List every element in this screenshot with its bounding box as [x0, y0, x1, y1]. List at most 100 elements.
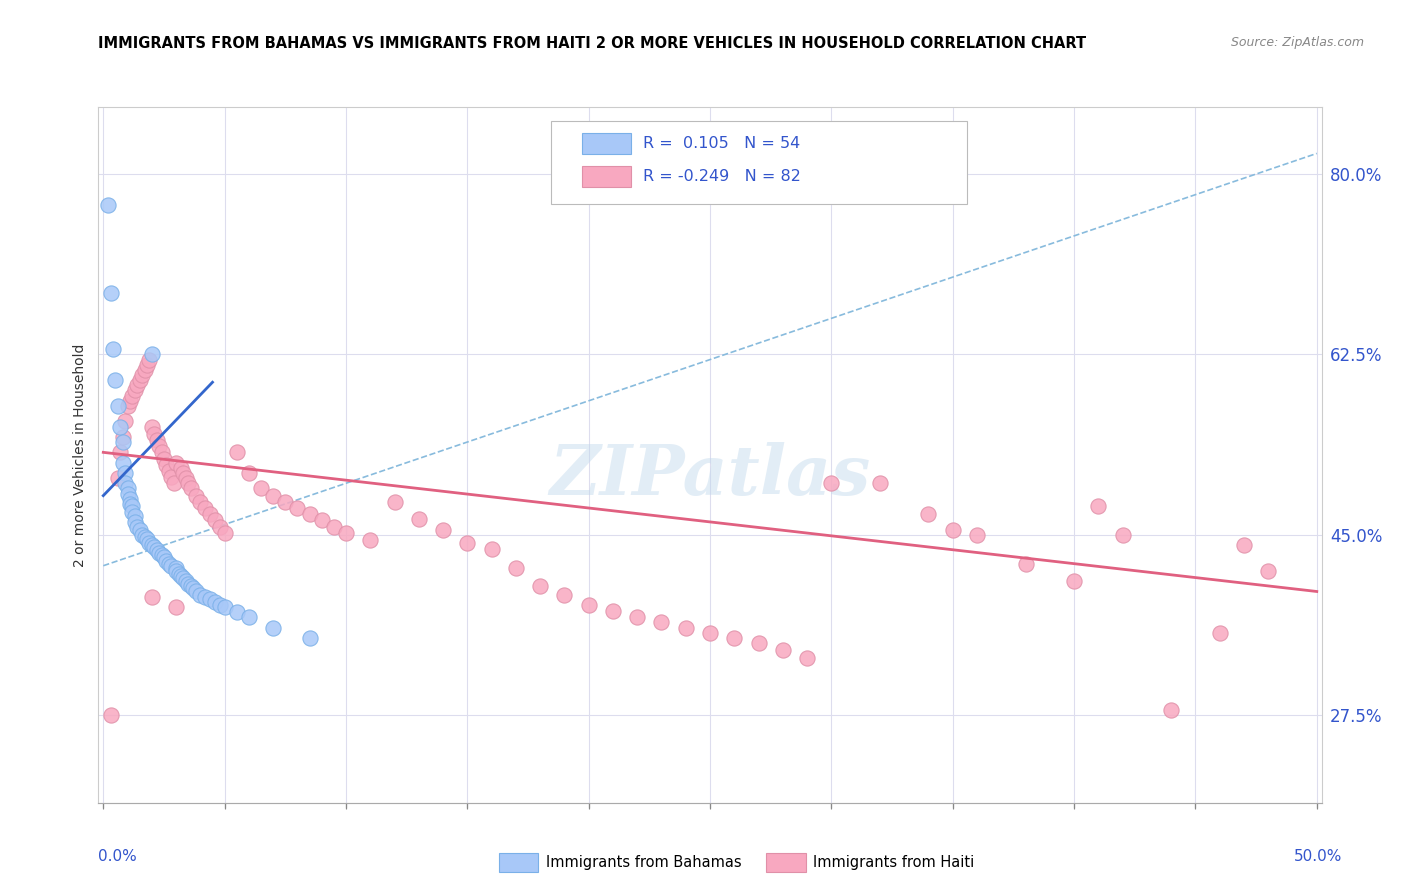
- Point: [153, 451, 176, 466]
- Point: [274, 495, 297, 509]
- Point: [141, 590, 163, 604]
- Point: [184, 489, 207, 503]
- Point: [114, 466, 136, 480]
- Point: [117, 399, 139, 413]
- Point: [165, 564, 187, 578]
- Point: [117, 486, 139, 500]
- Point: [124, 516, 146, 530]
- Point: [141, 538, 163, 552]
- Point: [117, 482, 139, 496]
- Point: [198, 591, 221, 606]
- FancyBboxPatch shape: [582, 133, 630, 153]
- Point: [181, 582, 204, 596]
- Point: [214, 599, 236, 614]
- Point: [143, 540, 166, 554]
- Point: [170, 569, 193, 583]
- Point: [163, 476, 186, 491]
- Point: [238, 610, 260, 624]
- Point: [250, 482, 273, 496]
- Point: [138, 536, 160, 550]
- Point: [118, 491, 141, 506]
- Point: [214, 525, 236, 540]
- Point: [155, 553, 177, 567]
- Point: [204, 513, 226, 527]
- Point: [198, 507, 221, 521]
- Point: [225, 445, 247, 459]
- Text: 0.0%: 0.0%: [98, 849, 138, 863]
- Point: [165, 561, 187, 575]
- Point: [172, 571, 194, 585]
- Point: [869, 476, 891, 491]
- Point: [322, 519, 344, 533]
- Point: [148, 546, 170, 560]
- Point: [136, 358, 159, 372]
- Point: [160, 558, 183, 573]
- Point: [942, 523, 965, 537]
- Point: [1257, 564, 1279, 578]
- Point: [180, 482, 202, 496]
- Point: [111, 435, 134, 450]
- Point: [602, 604, 624, 618]
- Point: [796, 651, 818, 665]
- Point: [432, 523, 454, 537]
- Point: [1233, 538, 1256, 552]
- Point: [107, 399, 129, 413]
- Point: [188, 588, 212, 602]
- Point: [408, 512, 430, 526]
- Point: [238, 466, 260, 480]
- Point: [145, 433, 167, 447]
- Point: [311, 513, 333, 527]
- Point: [505, 561, 527, 575]
- Point: [165, 456, 187, 470]
- Point: [128, 523, 150, 537]
- Point: [287, 501, 309, 516]
- Point: [174, 471, 197, 485]
- Point: [121, 499, 143, 513]
- Point: [127, 519, 149, 533]
- Text: ZIPatlas: ZIPatlas: [550, 442, 870, 509]
- Point: [650, 615, 672, 630]
- Point: [150, 445, 173, 459]
- Point: [699, 625, 721, 640]
- Point: [553, 588, 575, 602]
- Point: [1063, 574, 1085, 589]
- Point: [748, 636, 770, 650]
- Point: [208, 598, 231, 612]
- Point: [100, 285, 122, 300]
- Point: [384, 495, 406, 509]
- Point: [136, 532, 159, 546]
- Point: [160, 470, 183, 484]
- Point: [128, 373, 150, 387]
- Point: [177, 476, 200, 491]
- Text: R = -0.249   N = 82: R = -0.249 N = 82: [643, 169, 800, 184]
- Point: [174, 574, 197, 589]
- Text: IMMIGRANTS FROM BAHAMAS VS IMMIGRANTS FROM HAITI 2 OR MORE VEHICLES IN HOUSEHOLD: IMMIGRANTS FROM BAHAMAS VS IMMIGRANTS FR…: [98, 36, 1087, 51]
- Point: [121, 389, 143, 403]
- Text: R =  0.105   N = 54: R = 0.105 N = 54: [643, 136, 800, 151]
- Point: [165, 599, 187, 614]
- Text: Immigrants from Bahamas: Immigrants from Bahamas: [546, 855, 741, 870]
- Point: [131, 528, 153, 542]
- Point: [262, 621, 284, 635]
- Point: [966, 528, 988, 542]
- Point: [111, 430, 134, 444]
- Point: [150, 549, 173, 563]
- Point: [143, 426, 166, 441]
- Point: [188, 495, 212, 509]
- Point: [262, 489, 284, 503]
- Point: [155, 458, 177, 472]
- Point: [1087, 499, 1109, 513]
- Point: [110, 419, 132, 434]
- Point: [225, 605, 247, 619]
- Point: [1111, 528, 1133, 542]
- Point: [170, 460, 193, 475]
- Point: [138, 352, 160, 367]
- Point: [124, 509, 146, 524]
- FancyBboxPatch shape: [582, 166, 630, 187]
- Point: [134, 363, 156, 377]
- Point: [111, 456, 134, 470]
- Point: [114, 414, 136, 428]
- Point: [335, 525, 357, 540]
- Point: [578, 598, 600, 612]
- Point: [104, 373, 127, 387]
